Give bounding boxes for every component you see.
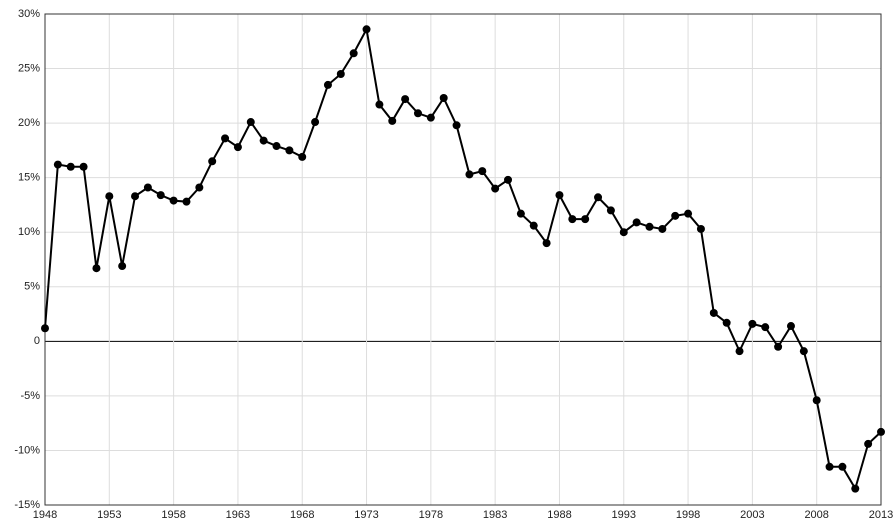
data-point — [594, 193, 603, 202]
series-line — [44, 26, 882, 492]
data-point — [491, 184, 500, 193]
y-tick-label: -5% — [20, 390, 40, 402]
data-point — [426, 113, 435, 122]
data-point — [259, 136, 268, 145]
data-point — [722, 318, 731, 327]
x-tick-label: 1993 — [612, 509, 636, 521]
data-point — [838, 462, 847, 471]
plot-frame — [44, 13, 882, 506]
data-point — [156, 191, 165, 200]
data-point — [388, 116, 397, 125]
x-tick-label: 1973 — [354, 509, 378, 521]
y-tick-label: -15% — [14, 499, 40, 511]
data-point — [336, 70, 345, 79]
data-point — [246, 118, 255, 127]
data-point — [298, 152, 307, 161]
data-point — [118, 262, 127, 271]
data-point — [774, 342, 783, 351]
data-point — [581, 215, 590, 224]
data-point — [478, 167, 487, 176]
x-tick-label: 2008 — [804, 509, 828, 521]
data-point — [131, 192, 140, 201]
data-point — [645, 222, 654, 231]
data-point — [684, 209, 693, 218]
x-tick-label: 1963 — [226, 509, 250, 521]
data-point — [555, 191, 564, 200]
x-tick-label: 1958 — [161, 509, 185, 521]
data-point — [709, 308, 718, 317]
data-point — [233, 143, 242, 152]
data-point — [825, 462, 834, 471]
data-point — [66, 162, 75, 171]
data-point — [79, 162, 88, 171]
data-point — [92, 264, 101, 273]
data-point — [516, 209, 525, 218]
data-point — [272, 142, 281, 151]
y-tick-label: 30% — [18, 8, 40, 20]
data-point — [812, 396, 821, 405]
y-tick-label: 0 — [34, 335, 40, 347]
x-tick-label: 1968 — [290, 509, 314, 521]
data-point — [182, 197, 191, 206]
x-tick-label: 1948 — [33, 509, 57, 521]
data-point — [285, 146, 294, 155]
data-point — [465, 170, 474, 179]
data-point — [529, 221, 538, 230]
y-tick-label: 20% — [18, 117, 40, 129]
data-point — [53, 160, 62, 169]
data-point — [761, 323, 770, 332]
data-point — [658, 224, 667, 233]
x-tick-label: 1988 — [547, 509, 571, 521]
data-point — [349, 49, 358, 58]
data-point — [169, 196, 178, 205]
data-point — [143, 183, 152, 192]
data-point — [748, 319, 757, 328]
y-tick-label: 15% — [18, 172, 40, 184]
data-point — [401, 95, 410, 104]
data-point — [362, 25, 371, 34]
data-point — [504, 175, 513, 184]
x-tick-label: 1998 — [676, 509, 700, 521]
x-tick-label: 1983 — [483, 509, 507, 521]
data-point — [323, 80, 332, 89]
data-point — [375, 100, 384, 109]
data-point — [619, 228, 628, 237]
y-tick-label: 25% — [18, 62, 40, 74]
x-tick-label: 2003 — [740, 509, 764, 521]
y-tick-label: 10% — [18, 226, 40, 238]
x-tick-label: 1953 — [97, 509, 121, 521]
x-tick-label: 1978 — [419, 509, 443, 521]
data-point — [696, 224, 705, 233]
data-point — [542, 239, 551, 248]
data-point — [632, 218, 641, 227]
data-point — [41, 324, 49, 333]
data-point — [195, 183, 204, 192]
data-point — [208, 157, 217, 166]
data-point — [877, 427, 885, 436]
data-point — [606, 206, 615, 215]
y-tick-label: 5% — [24, 281, 40, 293]
data-point — [671, 211, 680, 220]
data-point — [452, 121, 461, 130]
data-point — [786, 322, 795, 331]
data-point — [735, 347, 744, 356]
data-point — [568, 215, 577, 224]
y-tick-label: -10% — [14, 444, 40, 456]
data-point — [851, 484, 860, 493]
data-point — [864, 439, 873, 448]
data-point — [413, 109, 422, 118]
x-tick-label: 2013 — [869, 509, 893, 521]
data-point — [311, 118, 320, 127]
data-point — [799, 347, 808, 356]
data-point — [221, 134, 230, 143]
data-point — [439, 94, 448, 103]
data-point — [105, 192, 114, 201]
